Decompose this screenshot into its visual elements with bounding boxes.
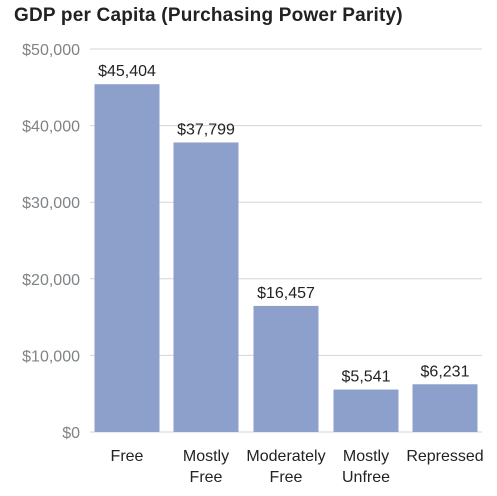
y-tick-label: $10,000 <box>22 348 80 365</box>
category-label: Mostly <box>343 448 389 465</box>
bar <box>253 305 319 432</box>
chart-title: GDP per Capita (Purchasing Power Parity) <box>14 5 403 26</box>
category-label: Free <box>111 448 144 465</box>
y-tick-label: $40,000 <box>22 119 80 136</box>
bar <box>412 384 478 432</box>
y-tick-label: $50,000 <box>22 42 80 59</box>
category-label: Free <box>190 469 223 486</box>
category-label: Moderately <box>246 448 325 465</box>
category-label: Unfree <box>342 469 390 486</box>
data-label: $6,231 <box>421 363 470 380</box>
category-label: Free <box>270 469 303 486</box>
bar <box>173 142 239 432</box>
category-label: Repressed <box>406 448 483 465</box>
bar <box>333 389 399 432</box>
bar <box>94 84 160 433</box>
data-label: $37,799 <box>177 121 235 138</box>
y-tick-label: $20,000 <box>22 272 80 289</box>
data-label: $5,541 <box>342 369 391 386</box>
y-tick-label: $0 <box>62 425 80 442</box>
data-label: $45,404 <box>98 63 156 80</box>
y-tick-label: $30,000 <box>22 195 80 212</box>
data-label: $16,457 <box>257 285 315 302</box>
category-label: Mostly <box>183 448 229 465</box>
